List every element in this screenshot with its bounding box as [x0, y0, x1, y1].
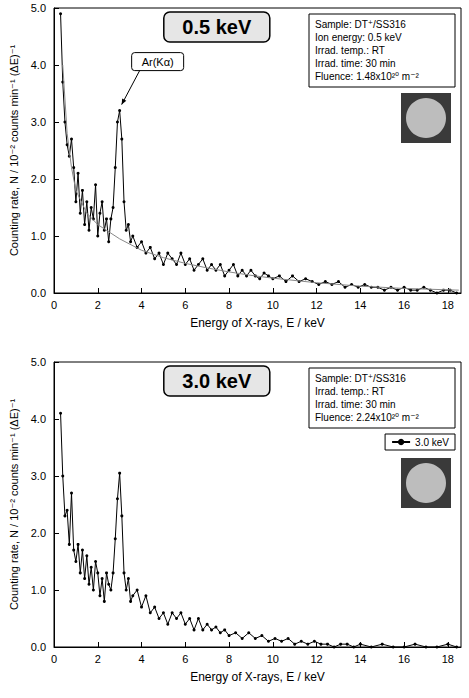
svg-text:Irrad. temp.: RT: Irrad. temp.: RT — [315, 386, 385, 397]
svg-text:0.5 keV: 0.5 keV — [182, 16, 252, 38]
svg-text:Counting rate, N / 10⁻² counts: Counting rate, N / 10⁻² counts min⁻¹ (ΔE… — [8, 399, 20, 611]
svg-text:18: 18 — [442, 653, 454, 665]
svg-text:Energy of X-rays, E / keV: Energy of X-rays, E / keV — [190, 670, 325, 684]
svg-text:6: 6 — [182, 653, 188, 665]
svg-text:2: 2 — [95, 299, 101, 311]
svg-text:Irrad. time: 30 min: Irrad. time: 30 min — [315, 399, 396, 410]
svg-text:8: 8 — [226, 299, 232, 311]
svg-text:4.0: 4.0 — [31, 59, 46, 71]
svg-text:Sample: DT⁺/SS316: Sample: DT⁺/SS316 — [315, 19, 406, 30]
svg-text:0.0: 0.0 — [31, 641, 46, 653]
svg-text:Irrad. time: 30 min: Irrad. time: 30 min — [315, 58, 396, 69]
svg-text:4: 4 — [138, 653, 144, 665]
svg-text:Energy of X-rays, E / keV: Energy of X-rays, E / keV — [190, 316, 325, 330]
svg-text:6: 6 — [182, 299, 188, 311]
svg-text:10: 10 — [267, 653, 279, 665]
svg-text:0.0: 0.0 — [31, 287, 46, 299]
svg-text:Counting rate, N / 10⁻² counts: Counting rate, N / 10⁻² counts min⁻¹ (ΔE… — [8, 45, 20, 257]
svg-text:3.0 keV: 3.0 keV — [415, 437, 449, 448]
svg-text:0: 0 — [51, 653, 57, 665]
svg-text:5.0: 5.0 — [31, 2, 46, 14]
svg-text:2.0: 2.0 — [31, 527, 46, 539]
svg-text:14: 14 — [354, 653, 366, 665]
svg-text:16: 16 — [398, 299, 410, 311]
svg-text:0: 0 — [51, 299, 57, 311]
svg-text:2.0: 2.0 — [31, 173, 46, 185]
svg-text:12: 12 — [310, 653, 322, 665]
svg-text:8: 8 — [226, 653, 232, 665]
svg-text:Fluence: 1.48x10²⁰ m⁻²: Fluence: 1.48x10²⁰ m⁻² — [315, 71, 419, 82]
svg-text:4.0: 4.0 — [31, 413, 46, 425]
svg-text:Sample: DT⁺/SS316: Sample: DT⁺/SS316 — [315, 373, 406, 384]
svg-text:3.0 keV: 3.0 keV — [182, 370, 252, 392]
svg-text:16: 16 — [398, 653, 410, 665]
svg-text:14: 14 — [354, 299, 366, 311]
svg-text:10: 10 — [267, 299, 279, 311]
svg-text:Ar(Kα): Ar(Kα) — [142, 56, 174, 68]
svg-text:12: 12 — [310, 299, 322, 311]
svg-text:3.0: 3.0 — [31, 470, 46, 482]
svg-text:4: 4 — [138, 299, 144, 311]
svg-text:5.0: 5.0 — [31, 356, 46, 368]
svg-text:Fluence: 2.24x10²⁰ m⁻²: Fluence: 2.24x10²⁰ m⁻² — [315, 412, 419, 423]
svg-text:1.0: 1.0 — [31, 230, 46, 242]
svg-text:Ion energy: 0.5 keV: Ion energy: 0.5 keV — [315, 32, 402, 43]
svg-text:2: 2 — [95, 653, 101, 665]
svg-text:1.0: 1.0 — [31, 584, 46, 596]
svg-text:Irrad. temp.: RT: Irrad. temp.: RT — [315, 45, 385, 56]
svg-text:18: 18 — [442, 299, 454, 311]
svg-text:3.0: 3.0 — [31, 116, 46, 128]
